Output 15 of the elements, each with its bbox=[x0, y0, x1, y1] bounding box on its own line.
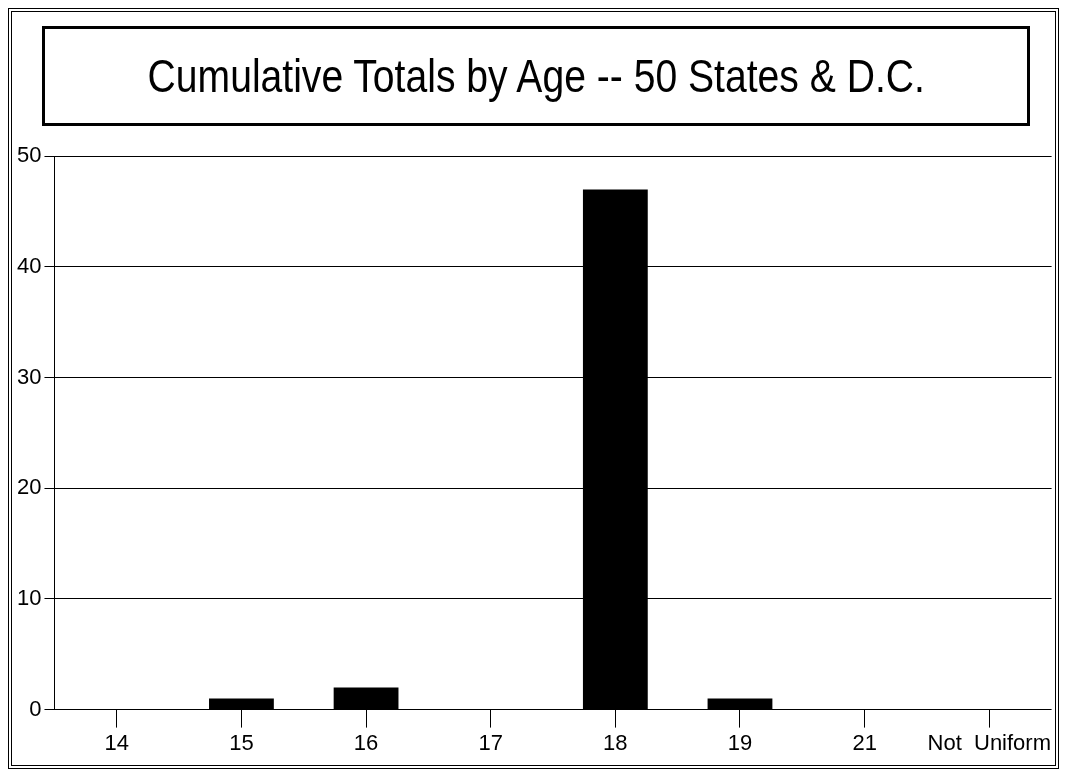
y-tick-label: 40 bbox=[16, 252, 42, 278]
x-tick-label: 16 bbox=[353, 729, 379, 755]
y-tick-label: 10 bbox=[16, 584, 42, 610]
x-tick-label: Not Uniform bbox=[927, 729, 1052, 755]
y-tick-label: 50 bbox=[16, 142, 42, 168]
chart-title: Cumulative Totals by Age -- 50 States & D.C. bbox=[147, 49, 925, 103]
y-tick-label: 20 bbox=[16, 474, 42, 500]
x-tick-label: 15 bbox=[229, 729, 254, 755]
x-tick-label: 21 bbox=[852, 729, 877, 755]
x-tick-label: 18 bbox=[603, 729, 628, 755]
y-tick-label: 30 bbox=[16, 363, 42, 389]
x-tick-label: 14 bbox=[104, 729, 130, 755]
x-tick-label: 17 bbox=[478, 729, 503, 755]
y-tick-label: 0 bbox=[29, 695, 42, 721]
x-tick-label: 19 bbox=[727, 729, 753, 755]
